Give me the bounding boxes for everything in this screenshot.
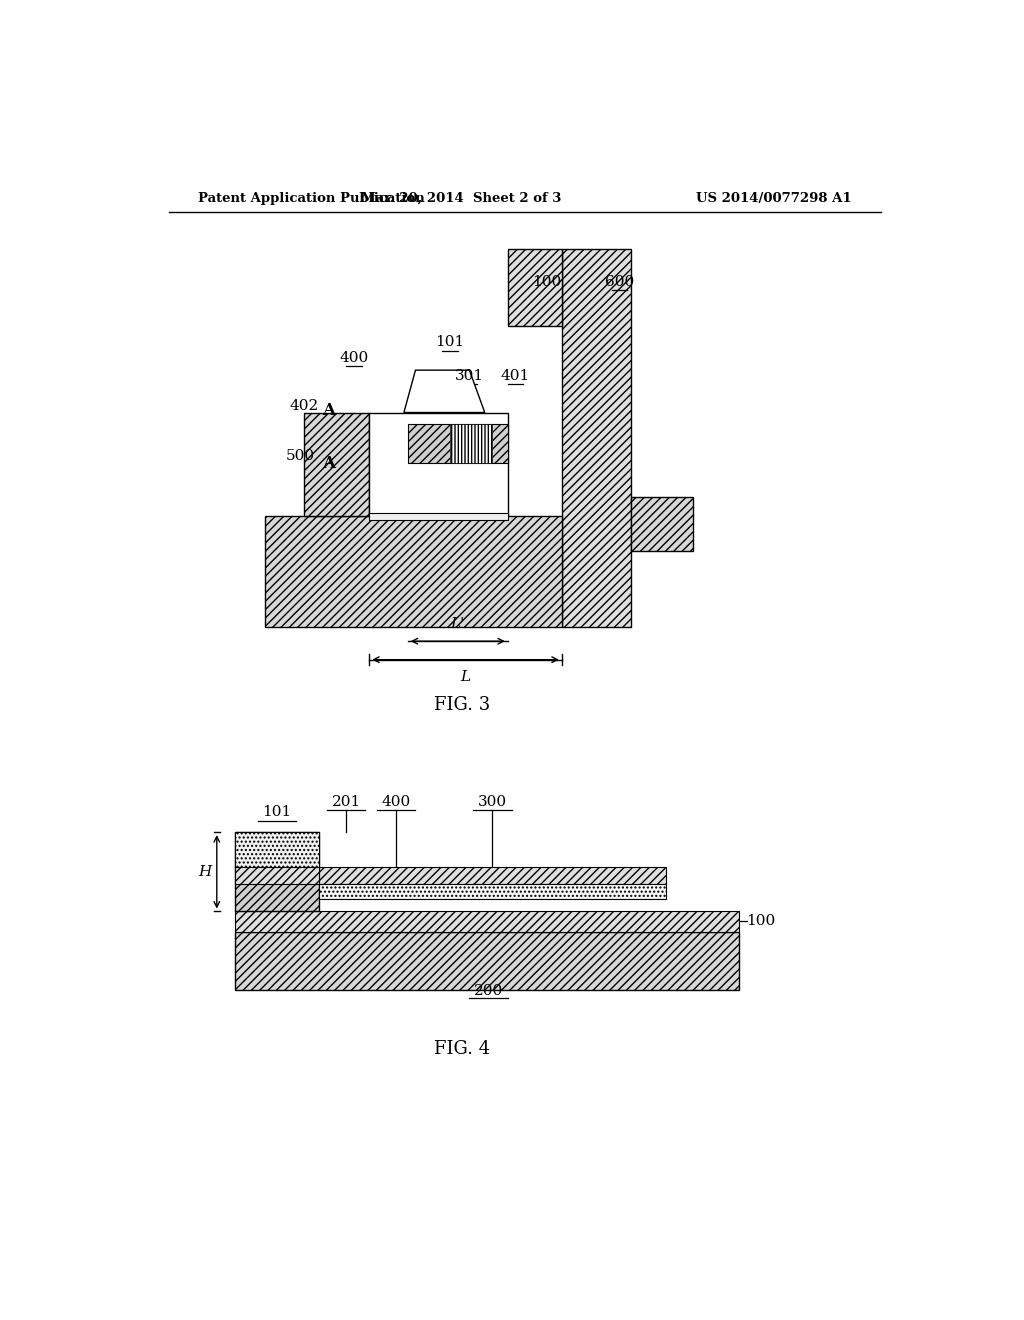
Text: 400: 400 — [339, 351, 369, 364]
Bar — [319, 867, 666, 884]
Text: 300: 300 — [478, 795, 507, 809]
Text: 101: 101 — [435, 335, 465, 350]
Bar — [508, 249, 562, 326]
Text: 402: 402 — [290, 399, 319, 412]
Bar — [631, 498, 692, 552]
Text: FIG. 3: FIG. 3 — [433, 696, 489, 714]
Bar — [234, 911, 739, 932]
Bar — [234, 932, 739, 990]
Polygon shape — [403, 370, 484, 412]
Text: L': L' — [451, 618, 465, 631]
Text: 100: 100 — [531, 276, 561, 289]
Text: US 2014/0077298 A1: US 2014/0077298 A1 — [695, 191, 851, 205]
Bar — [370, 512, 508, 520]
Text: A: A — [323, 455, 336, 471]
Bar — [265, 516, 562, 627]
Bar — [562, 249, 631, 627]
Text: Patent Application Publication: Patent Application Publication — [199, 191, 425, 205]
Bar — [451, 424, 493, 462]
Bar — [234, 832, 319, 911]
Text: 200: 200 — [474, 983, 503, 998]
Bar — [304, 412, 370, 516]
Text: 201: 201 — [332, 795, 360, 809]
Text: FIG. 4: FIG. 4 — [433, 1040, 489, 1059]
Text: H: H — [199, 865, 211, 879]
Bar — [319, 884, 666, 899]
Text: 600: 600 — [605, 276, 634, 289]
Text: 400: 400 — [382, 795, 411, 809]
Text: 500: 500 — [287, 449, 315, 462]
Bar — [234, 867, 319, 884]
Text: 401: 401 — [501, 370, 530, 383]
Text: Mar. 20, 2014  Sheet 2 of 3: Mar. 20, 2014 Sheet 2 of 3 — [361, 191, 562, 205]
Text: 101: 101 — [262, 805, 292, 818]
Bar — [370, 412, 508, 516]
Bar — [408, 424, 508, 462]
Text: L: L — [461, 669, 471, 684]
Text: 100: 100 — [746, 913, 776, 928]
Text: 301: 301 — [455, 370, 484, 383]
Bar — [234, 832, 319, 867]
Text: A: A — [323, 403, 336, 420]
